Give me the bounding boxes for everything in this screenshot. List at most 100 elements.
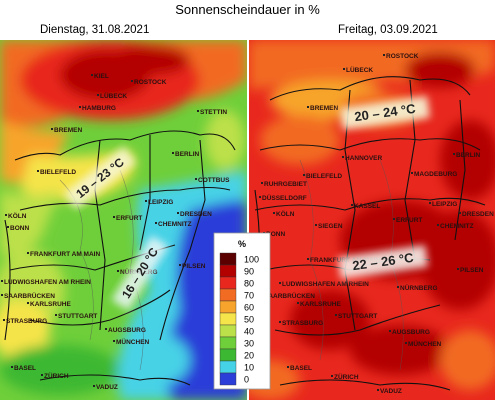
right-city-lubeck: LÜBECK [346,65,373,74]
callout-right-north: 20 – 24 °C [339,95,431,131]
right-city-marker-chemnitz [437,224,439,226]
left-city-marker-bonn [7,226,9,228]
left-city-lubeck: LÜBECK [100,91,127,100]
right-city-marker-strasburg [279,321,281,323]
right-city-basel: BASEL [290,365,312,372]
right-city-marker-augsburg [389,330,391,332]
right-city-marker-hannover [342,156,344,158]
right-city-magdeburg: MAGDEBURG [414,171,457,178]
right-city-marker-magdeburg [411,172,413,174]
left-city-pilsen: PILSEN [182,263,206,270]
left-city-marker-strasburg [3,319,5,321]
left-city-marker-dresden [177,212,179,214]
left-city-augsburg: AUGSBURG [108,327,146,334]
right-city-marker-berlin [453,153,455,155]
right-city-marker-pilsen [457,268,459,270]
left-city-zurich: ZÜRICH [44,371,69,380]
left-city-marker-erfurt [113,216,115,218]
left-city-marker-bielefeld [37,170,39,172]
left-city-marker-hamburg [79,106,81,108]
right-city-labels: ROSTOCK LÜBECK BREMEN HANNOVER BERLIN RUHRGEB… [259,53,494,395]
left-city-marker-chemnitz [155,222,157,224]
panel-divider [247,40,249,400]
right-city-marker-kassel [351,204,353,206]
right-city-bremen: BREMEN [310,105,338,112]
right-city-erfurt: ERFURT [396,217,422,224]
right-city-chemnitz: CHEMNITZ [440,223,474,230]
left-city-marker-lubeck [97,94,99,96]
left-city-chemnitz: CHEMNITZ [158,221,192,228]
right-city-marker-rostock [383,54,385,56]
left-city-marker-leipzig [145,200,147,202]
left-city-ludwigshafen-am-rhein: LUDWIGSHAFEN AM RHEIN [4,279,91,286]
right-city-munchen: MÜNCHEN [408,339,442,348]
left-city-marker-stettin [197,110,199,112]
right-city-marker-bremen [307,106,309,108]
right-city-ruhrgebiet: RUHRGEBIET [264,181,307,188]
right-city-dresden: DRESDEN [462,211,494,218]
left-city-stuttgart: STUTTGART [58,313,97,320]
left-city-cottbus: COTTBUS [198,177,230,184]
left-panel-date: Dienstag, 31.08.2021 [40,24,150,36]
left-city-marker-karlsruhe [27,302,29,304]
right-city-karlsruhe: KARLSRUHE [300,301,341,308]
left-city-karlsruhe: KARLSRUHE [30,301,71,308]
left-city-bremen: BREMEN [54,127,82,134]
left-city-marker-saarbrucken [1,294,3,296]
left-city-marker-frankfurt-am-main [27,252,29,254]
left-city-saarbrucken: SAARBRÜCKEN [4,291,55,300]
right-city-siegen: SIEGEN [318,223,343,230]
left-city-marker-munchen [113,340,115,342]
left-city-marker-zurich [41,374,43,376]
right-city-strasburg: STRASBURG [282,320,323,327]
right-city-marker-bielefeld [303,174,305,176]
right-city-marker-nurnberg [397,286,399,288]
right-city-marker-dresden [459,212,461,214]
legend-swatch-40 [219,324,237,338]
legend-label-10: 10 [244,363,254,373]
right-city-hannover: HANNOVER [345,155,383,162]
right-city-marker-dusseldorf [259,196,261,198]
left-city-marker-nurnberg [117,270,119,272]
maps-container: KIEL ROSTOCK LÜBECK HAMBURG BREMEN STETTIN BER… [0,40,495,400]
left-city-bielefeld: BIELEFELD [40,169,76,176]
left-city-basel: BASEL [14,365,36,372]
left-city-koln: KÖLN [8,211,27,220]
left-city-marker-berlin [172,152,174,154]
left-city-marker-stuttgart [55,314,57,316]
left-city-marker-basel [11,366,13,368]
legend-swatch-90 [219,264,237,278]
map-title: Sonnenscheindauer in % [175,2,320,17]
left-city-marker-rostock [131,80,133,82]
callout-right-south: 22 – 26 °C [337,244,429,280]
right-city-marker-karlsruhe [297,302,299,304]
left-borders [4,130,236,386]
left-city-hamburg: HAMBURG [82,105,116,112]
left-city-marker-augsburg [105,328,107,330]
legend-label-30: 30 [244,339,254,349]
right-city-nurnberg: NÜRNBERG [400,283,438,292]
legend-swatch-100 [219,252,237,266]
right-city-marker-lubeck [343,68,345,70]
left-city-dresden: DRESDEN [180,211,212,218]
legend-swatch-70 [219,288,237,302]
left-city-marker-cottbus [195,178,197,180]
left-city-marker-bremen [51,128,53,130]
legend-label-80: 80 [244,279,254,289]
right-city-pilsen: PILSEN [460,267,484,274]
right-city-augsburg: AUGSBURG [392,329,430,336]
left-city-erfurt: ERFURT [116,215,142,222]
legend-swatch-50 [219,312,237,326]
right-city-marker-zurich [331,375,333,377]
legend-swatch-10 [219,360,237,374]
right-city-zurich: ZÜRICH [334,372,359,381]
right-city-vaduz: VADUZ [380,388,402,395]
right-city-bonn: BONN [266,231,285,238]
legend-label-20: 20 [244,351,254,361]
legend-swatch-30 [219,336,237,350]
right-city-marker-basel [287,366,289,368]
left-city-stettin: STETTIN [200,109,227,116]
left-city-bonn: BONN [10,225,29,232]
legend-label-60: 60 [244,303,254,313]
